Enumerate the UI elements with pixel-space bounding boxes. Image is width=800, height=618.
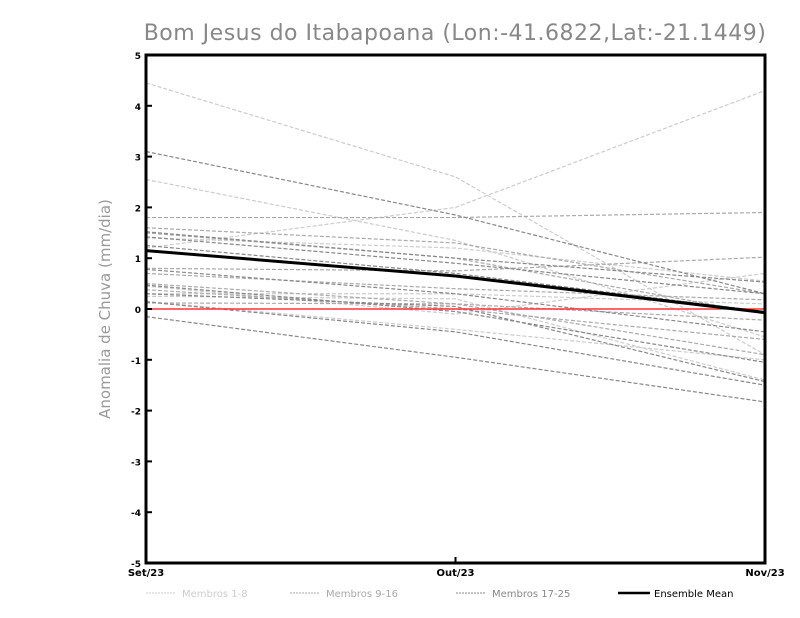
y-tick-label: 2 (135, 204, 141, 214)
member-line-13 (145, 289, 766, 341)
member-line-22 (145, 301, 766, 386)
member-line-14 (145, 302, 766, 321)
y-tick-label: -4 (131, 509, 141, 519)
member-line-4 (145, 272, 766, 315)
y-tick-label: 5 (135, 52, 141, 62)
legend-label: Membros 1-8 (182, 589, 248, 600)
y-tick-label: -2 (131, 408, 141, 418)
y-tick-label: 0 (135, 306, 141, 316)
legend-item-4: Ensemble Mean (618, 589, 733, 600)
member-line-8 (145, 300, 766, 361)
legend-label: Membros 17-25 (492, 589, 570, 600)
member-line-18 (145, 231, 766, 283)
member-line-17 (145, 150, 766, 295)
member-line-19 (145, 236, 766, 295)
legend-item-2: Membros 9-16 (290, 589, 398, 600)
member-line-21 (145, 284, 766, 363)
y-tick-label: 3 (135, 154, 141, 164)
y-axis-label: Anomalia de Chuva (mm/dia) (96, 199, 114, 419)
x-tick-label: Nov/23 (745, 568, 784, 579)
member-line-1 (145, 82, 766, 356)
member-line-23 (145, 316, 766, 403)
member-line-11 (145, 256, 766, 272)
member-line-16 (145, 283, 766, 356)
member-line-10 (145, 227, 766, 295)
y-tick-label: 4 (135, 103, 141, 113)
member-line-15 (145, 232, 766, 315)
x-axis-ticks: Set/23 Out/23 Nov/23 (128, 557, 785, 579)
member-line-3 (145, 89, 766, 249)
x-tick-label: Out/23 (437, 568, 475, 579)
y-tick-label: 1 (135, 255, 141, 265)
y-tick-label: -3 (131, 458, 141, 468)
legend-item-3: Membros 17-25 (456, 589, 570, 600)
chart-title: Bom Jesus do Itabapoana (Lon:-41.6822,La… (144, 21, 767, 46)
legend: Membros 1-8 Membros 9-16 Membros 17-25 Ense… (146, 589, 733, 600)
member-line-12 (145, 272, 766, 301)
member-line-6 (145, 295, 766, 381)
x-tick-label: Set/23 (128, 568, 164, 579)
member-line-20 (145, 268, 766, 333)
legend-label: Membros 9-16 (326, 589, 398, 600)
series-lines (145, 82, 766, 403)
member-line-25 (145, 244, 766, 313)
ensemble-mean-layer (145, 249, 766, 315)
ensemble-mean-line (145, 249, 766, 315)
member-line-9 (146, 211, 766, 219)
y-tick-label: -1 (131, 357, 141, 367)
member-line-24 (145, 293, 766, 383)
y-tick-label: -5 (131, 560, 141, 570)
legend-label: Ensemble Mean (654, 589, 733, 600)
y-axis-ticks: -5 -4 -3 -2 -1 0 1 2 3 4 5 (131, 52, 152, 570)
member-line-2 (145, 178, 766, 338)
legend-item-1: Membros 1-8 (146, 589, 248, 600)
